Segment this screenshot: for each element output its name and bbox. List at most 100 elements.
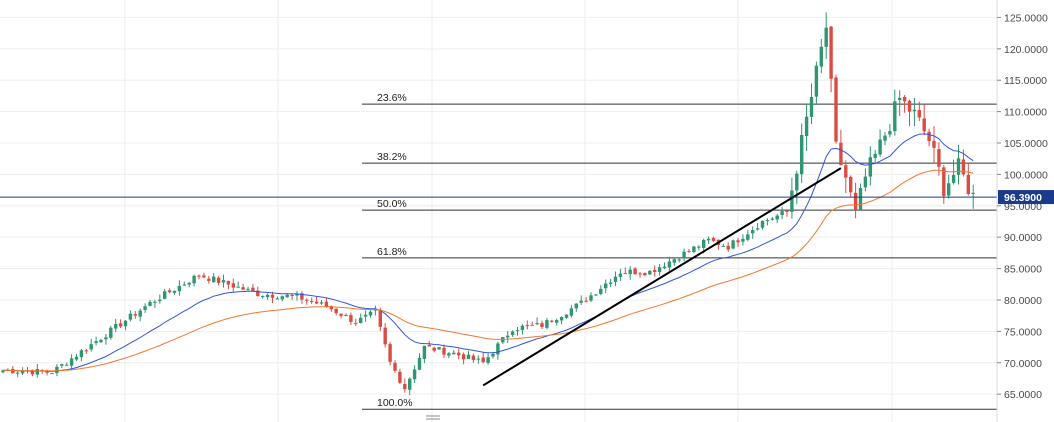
candle-97 (476, 355, 480, 364)
candle-2 (11, 366, 15, 374)
y-tick-label-3: 80.0000 (1004, 295, 1042, 307)
candle-148 (726, 242, 730, 252)
candle-body-173 (849, 176, 853, 193)
candle-155 (760, 220, 765, 230)
candle-168 (824, 12, 828, 59)
candle-45 (221, 274, 226, 288)
candle-99 (486, 353, 490, 365)
current-price-tag (998, 190, 1054, 205)
candle-197 (966, 163, 970, 196)
candle-113 (555, 318, 559, 326)
candle-123 (604, 279, 608, 294)
candle-body-154 (755, 228, 760, 230)
candle-body-32 (158, 299, 162, 302)
candle-body-172 (844, 165, 848, 178)
candle-182 (893, 89, 897, 136)
candle-body-158 (775, 215, 779, 220)
candle-10 (50, 372, 54, 375)
candle-body-101 (496, 343, 500, 355)
candle-body-195 (956, 158, 961, 175)
candle-body-189 (927, 131, 931, 141)
candle-177 (868, 146, 872, 186)
candle-41 (202, 272, 206, 278)
candle-109 (535, 317, 539, 325)
candle-78 (383, 323, 387, 348)
candle-63 (310, 297, 314, 305)
candle-body-94 (461, 354, 466, 360)
candle-183 (898, 90, 902, 117)
candle-body-33 (163, 291, 167, 299)
candle-134 (657, 264, 662, 276)
candle-body-22 (109, 327, 113, 338)
candle-126 (618, 268, 623, 282)
candle-62 (305, 298, 309, 305)
candle-185 (907, 99, 912, 127)
candle-body-167 (819, 46, 823, 67)
candle-38 (187, 282, 191, 288)
candle-body-169 (829, 26, 833, 79)
candle-body-57 (280, 296, 284, 300)
candle-31 (153, 299, 157, 309)
candle-165 (809, 83, 814, 124)
fib-level-label-1: 38.2% (377, 151, 407, 163)
candle-55 (270, 291, 275, 304)
candle-124 (608, 278, 613, 288)
y-tick-label-2: 75.0000 (1004, 326, 1042, 338)
candle-body-182 (893, 101, 897, 132)
candle-76 (373, 305, 378, 316)
candle-body-6 (30, 370, 35, 375)
candle-body-149 (731, 240, 735, 249)
candle-body-75 (368, 311, 373, 316)
candle-body-198 (971, 192, 975, 194)
candle-body-133 (653, 269, 657, 272)
candle-158 (775, 213, 779, 224)
candle-body-25 (123, 320, 128, 327)
candle-body-120 (589, 295, 593, 301)
moving-average-line-0 (2, 133, 974, 372)
candle-body-162 (795, 173, 799, 191)
candle-body-43 (212, 276, 216, 283)
candle-23 (114, 318, 118, 333)
candle-160 (785, 209, 789, 217)
candle-body-179 (878, 139, 882, 155)
candle-body-62 (305, 299, 309, 301)
candle-body-91 (447, 353, 451, 356)
candle-body-124 (608, 282, 613, 284)
current-price-label: 96.3900 (1004, 192, 1042, 204)
candle-85 (417, 353, 422, 371)
candlesticks (1, 12, 975, 396)
candle-body-97 (476, 358, 480, 360)
candle-body-60 (295, 293, 299, 296)
candle-95 (466, 350, 471, 359)
candle-36 (177, 280, 182, 296)
candle-body-85 (417, 358, 422, 370)
candle-54 (265, 293, 270, 300)
y-tick-label-7: 100.0000 (1004, 169, 1048, 181)
candle-body-48 (236, 286, 240, 288)
candle-81 (398, 368, 402, 385)
candle-176 (863, 168, 868, 192)
candle-193 (947, 174, 951, 199)
candle-body-3 (16, 372, 20, 374)
candle-body-0 (1, 370, 5, 373)
candle-64 (314, 296, 319, 305)
candle-75 (368, 309, 373, 318)
candle-68 (334, 308, 338, 316)
candle-body-137 (672, 259, 676, 263)
candle-151 (741, 234, 745, 246)
candle-body-68 (334, 308, 338, 314)
candle-body-21 (104, 337, 108, 340)
scroll-handle[interactable] (426, 415, 440, 420)
candle-body-41 (202, 275, 206, 278)
y-axis: 65.0000 70.0000 75.0000 80.0000 85.0000 90.00… (996, 0, 1054, 422)
moving-average-line-1 (3, 169, 974, 372)
candle-179 (878, 129, 882, 157)
candle-body-79 (388, 344, 392, 362)
candle-body-35 (172, 290, 177, 293)
candle-body-77 (378, 309, 382, 327)
candle-body-152 (746, 234, 750, 240)
candle-body-116 (569, 308, 574, 316)
candle-20 (99, 338, 103, 343)
candle-135 (662, 262, 667, 270)
